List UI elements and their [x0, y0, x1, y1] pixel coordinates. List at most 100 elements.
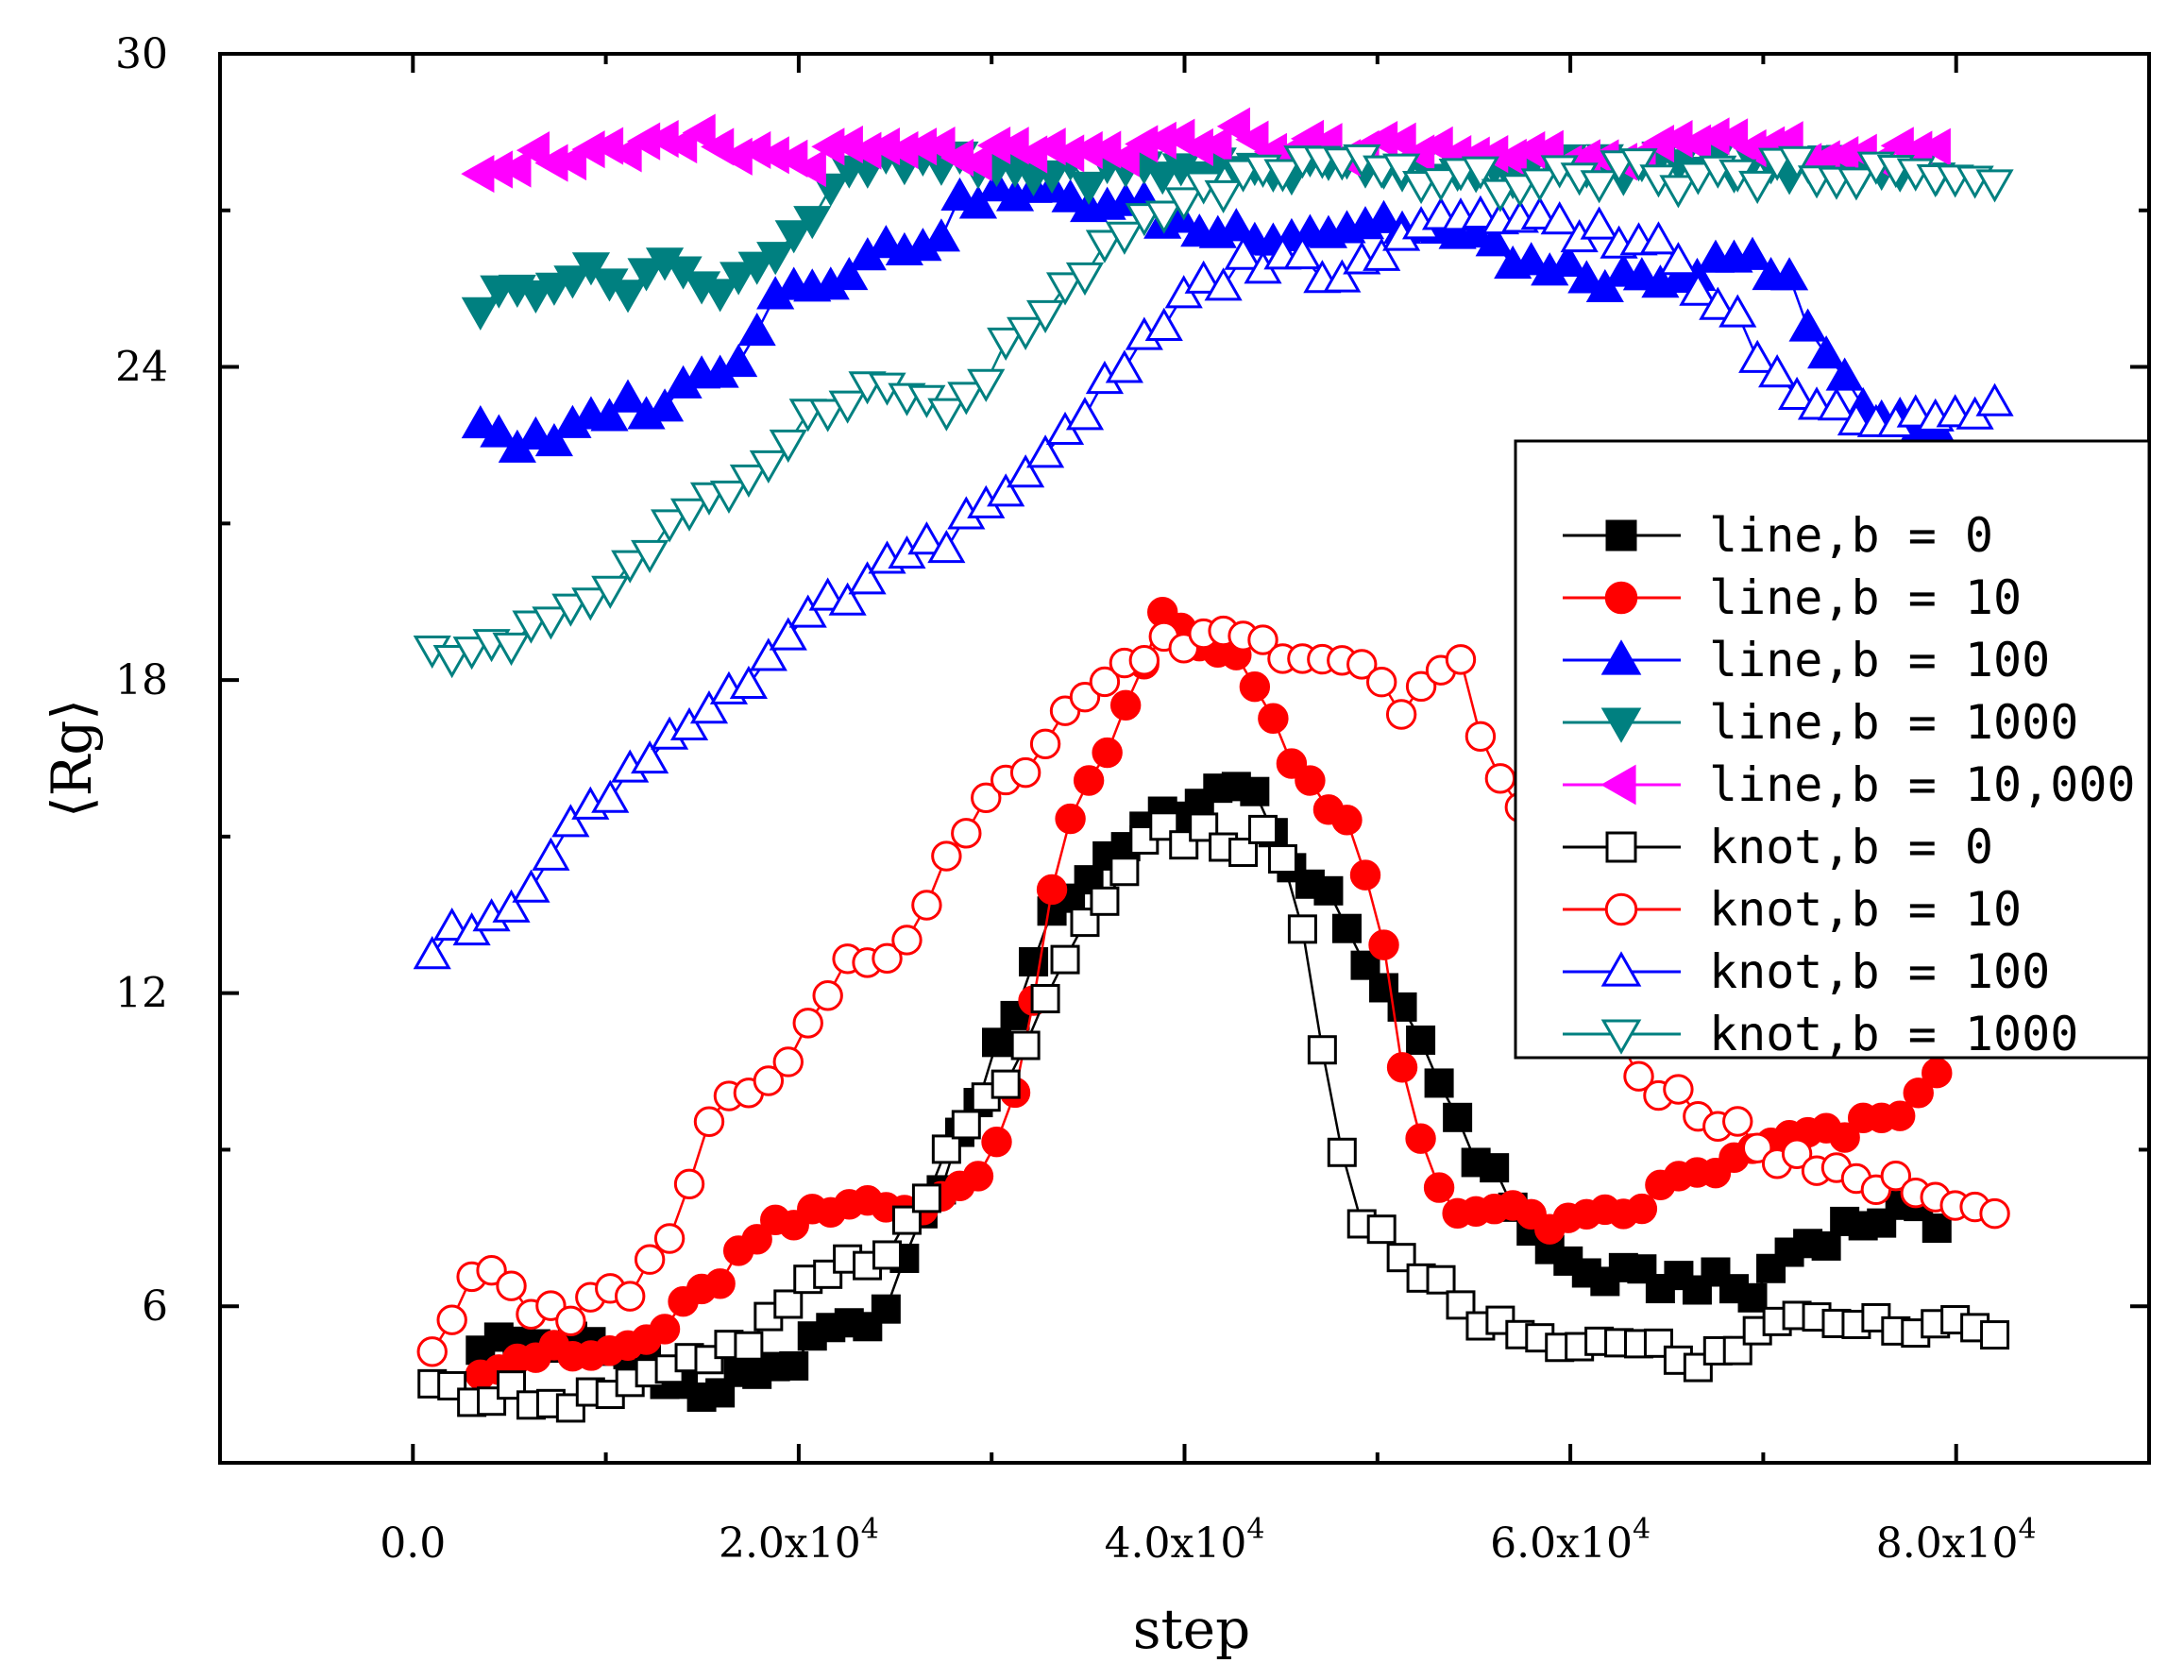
legend-entry: line,b = 0 [1563, 508, 1993, 563]
data-point [1240, 776, 1270, 806]
data-point [737, 313, 776, 347]
series-knot-b-100 [413, 195, 2014, 970]
data-point [734, 1331, 764, 1361]
data-point [987, 327, 1025, 362]
data-point [958, 185, 998, 219]
data-point [1975, 382, 2014, 416]
data-point [669, 706, 709, 741]
data-point [1722, 1106, 1753, 1137]
data-point [1718, 294, 1757, 328]
data-point [1626, 1193, 1658, 1225]
data-point [1500, 174, 1539, 208]
data-point [1007, 454, 1045, 488]
y-tick-label: 24 [115, 344, 168, 392]
data-point [669, 498, 709, 532]
data-point [649, 1314, 681, 1345]
data-point [1975, 169, 2014, 203]
data-point [461, 297, 499, 331]
data-point [653, 1223, 686, 1254]
data-point [1085, 229, 1125, 263]
data-point [1092, 737, 1123, 769]
data-point [673, 1168, 705, 1200]
data-point [830, 256, 869, 291]
data-point [872, 1240, 903, 1270]
data-point [1461, 195, 1500, 229]
data-point [990, 1069, 1021, 1099]
data-point [756, 242, 795, 276]
legend-label: line,b = 1000 [1709, 695, 2078, 750]
data-point [496, 1270, 527, 1301]
data-point [432, 908, 471, 942]
y-tick-label: 6 [142, 1282, 168, 1331]
data-point [947, 382, 986, 416]
data-point [1365, 667, 1397, 698]
data-point [682, 113, 716, 152]
data-point [1382, 153, 1421, 187]
data-point [922, 126, 956, 165]
data-point [871, 1294, 901, 1324]
data-point [773, 1289, 804, 1319]
data-point [452, 636, 491, 670]
data-point [867, 225, 906, 259]
data-point [749, 450, 787, 484]
data-point [608, 134, 642, 173]
y-tick-label: 18 [115, 656, 168, 704]
series-knot-b-0 [417, 811, 2010, 1423]
data-point [631, 739, 669, 774]
legend-label: knot,b = 10 [1709, 882, 2022, 937]
data-point [891, 925, 923, 956]
data-point [1239, 670, 1271, 703]
data-point [1699, 286, 1737, 320]
data-point [1204, 179, 1243, 214]
data-point [1778, 145, 1817, 179]
data-point [1549, 243, 1587, 277]
data-point [1461, 156, 1500, 190]
data-point [1445, 644, 1477, 675]
data-point [1405, 670, 1437, 703]
data-point [571, 252, 611, 286]
data-point [590, 398, 629, 432]
data-point [1247, 624, 1278, 655]
legend-marker [1604, 892, 1638, 926]
data-point [720, 262, 758, 296]
data-point [1481, 178, 1519, 212]
data-point [1036, 874, 1068, 906]
data-point [1386, 1243, 1416, 1273]
data-point [591, 575, 630, 609]
data-point [729, 464, 768, 499]
data-point [812, 980, 843, 1011]
data-point [1811, 1230, 1841, 1261]
data-point [1026, 299, 1065, 334]
data-point [1109, 689, 1142, 721]
data-point [1313, 875, 1344, 906]
data-point [591, 779, 630, 813]
legend-label: knot,b = 100 [1709, 944, 2050, 999]
data-point [1258, 703, 1289, 734]
data-point [645, 388, 685, 422]
data-point [1164, 187, 1203, 221]
data-point [1484, 763, 1516, 794]
data-point [1980, 1320, 2010, 1350]
data-point [461, 405, 499, 439]
data-point [1738, 170, 1777, 205]
data-point [553, 265, 592, 299]
data-point [1464, 721, 1497, 752]
data-point [492, 632, 531, 667]
data-point [1295, 765, 1326, 796]
data-point [1567, 260, 1606, 294]
data-point [737, 251, 776, 285]
data-point [1089, 666, 1121, 698]
data-point [1825, 357, 1864, 391]
data-point [480, 414, 518, 448]
data-point [1788, 308, 1827, 342]
data-point [1512, 242, 1550, 276]
data-point [808, 399, 847, 433]
data-point [416, 1336, 448, 1367]
data-point [608, 280, 648, 314]
data-point [1105, 349, 1143, 383]
legend-entry: knot,b = 1000 [1563, 1007, 2078, 1061]
data-point [492, 889, 531, 923]
legend-marker [1604, 581, 1638, 615]
data-point [769, 429, 807, 464]
data-point [497, 1370, 527, 1400]
